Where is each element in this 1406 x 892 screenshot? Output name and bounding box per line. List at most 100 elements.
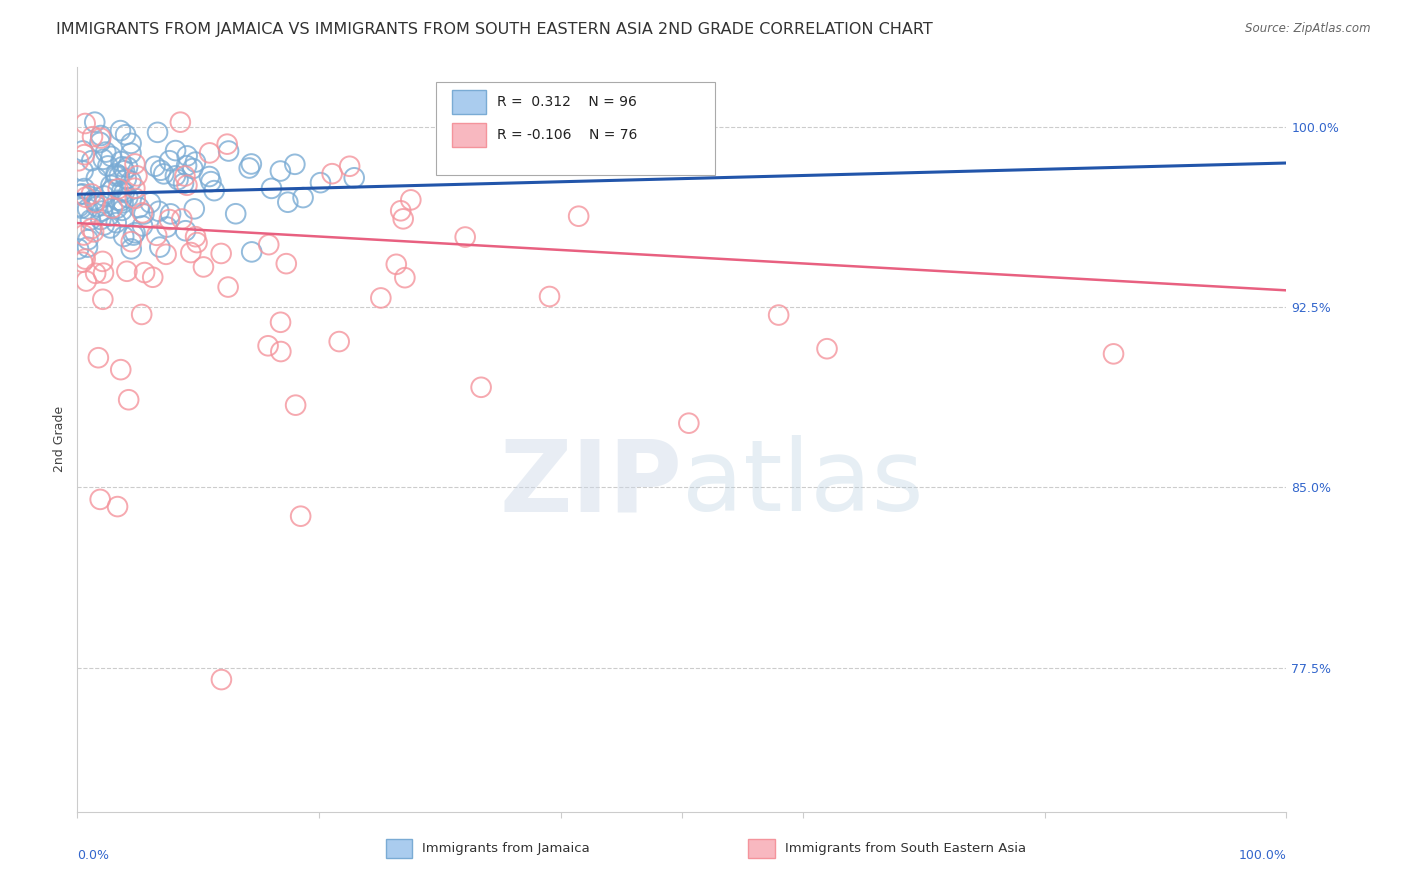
Point [339, 159, 361, 173]
Point [159, 207, 181, 221]
Point [198, 169, 221, 184]
Point [110, 194, 132, 208]
Point [89, 492, 111, 507]
Point [142, 270, 165, 285]
Point [75, 252, 97, 266]
Point [169, 115, 191, 129]
Point [257, 339, 280, 353]
Point [70, 201, 93, 215]
Point [276, 257, 298, 271]
Point [120, 136, 142, 151]
Point [112, 195, 135, 210]
Point [218, 144, 240, 158]
Point [128, 201, 150, 215]
Point [111, 203, 134, 218]
Point [198, 145, 221, 160]
Point [209, 673, 232, 687]
Point [124, 157, 146, 171]
Point [184, 155, 207, 169]
Point [115, 264, 138, 278]
Point [1102, 347, 1125, 361]
Point [100, 149, 122, 163]
Point [69, 187, 91, 202]
Text: R =  0.312    N = 96: R = 0.312 N = 96 [496, 95, 637, 109]
Text: ZIP: ZIP [499, 435, 682, 533]
Point [284, 157, 307, 171]
Point [110, 154, 132, 169]
Point [200, 175, 222, 189]
Point [470, 380, 492, 394]
Text: R = -0.106    N = 76: R = -0.106 N = 76 [496, 128, 637, 142]
Point [75, 190, 97, 204]
Text: IMMIGRANTS FROM JAMAICA VS IMMIGRANTS FROM SOUTH EASTERN ASIA 2ND GRADE CORRELAT: IMMIGRANTS FROM JAMAICA VS IMMIGRANTS FR… [56, 22, 934, 37]
Point [97, 209, 120, 223]
Point [76, 240, 98, 254]
Point [91, 254, 114, 268]
Point [93, 196, 115, 211]
Point [111, 160, 134, 174]
Point [394, 270, 416, 285]
Point [72, 186, 94, 201]
Point [67, 242, 90, 256]
Point [180, 245, 202, 260]
Point [93, 266, 115, 280]
Point [67, 153, 90, 168]
Text: 100.0%: 100.0% [1239, 849, 1286, 862]
Point [152, 167, 174, 181]
Point [118, 392, 141, 407]
Point [240, 244, 263, 259]
Point [91, 293, 114, 307]
Point [124, 226, 146, 240]
Point [91, 204, 114, 219]
Point [82, 129, 104, 144]
Point [343, 170, 366, 185]
Point [111, 184, 134, 198]
Point [107, 500, 129, 514]
Point [104, 167, 127, 181]
Point [131, 206, 153, 220]
Point [186, 235, 208, 250]
Point [114, 128, 136, 142]
Point [815, 342, 838, 356]
FancyBboxPatch shape [436, 82, 714, 175]
Point [84, 195, 107, 210]
Point [370, 291, 392, 305]
Point [209, 246, 232, 260]
Point [83, 193, 105, 207]
Point [277, 195, 299, 210]
Point [225, 207, 247, 221]
Point [131, 219, 153, 233]
Point [107, 182, 129, 196]
Point [110, 123, 132, 137]
Point [112, 186, 135, 200]
Text: Source: ZipAtlas.com: Source: ZipAtlas.com [1246, 22, 1371, 36]
Text: atlas: atlas [682, 435, 924, 533]
Point [399, 193, 422, 207]
Point [124, 181, 146, 195]
Text: Immigrants from Jamaica: Immigrants from Jamaica [422, 842, 589, 855]
Point [170, 212, 193, 227]
Point [101, 183, 124, 197]
Point [120, 242, 142, 256]
Point [309, 176, 332, 190]
Point [165, 169, 187, 183]
Point [72, 164, 94, 178]
Point [110, 362, 132, 376]
Point [72, 255, 94, 269]
Point [257, 237, 280, 252]
Point [73, 181, 96, 195]
Point [134, 266, 156, 280]
Point [217, 280, 239, 294]
Point [108, 169, 131, 183]
Point [67, 199, 90, 213]
Point [174, 224, 197, 238]
Point [117, 161, 139, 175]
Point [148, 204, 170, 219]
Point [389, 203, 412, 218]
Point [290, 509, 312, 524]
Point [75, 274, 97, 288]
Point [124, 191, 146, 205]
Point [176, 159, 198, 173]
Point [149, 240, 172, 254]
Point [176, 178, 198, 193]
